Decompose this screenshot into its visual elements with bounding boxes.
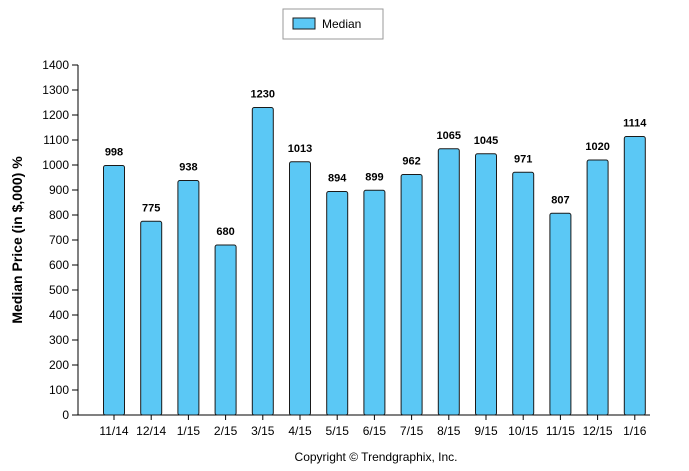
data-label: 962 <box>402 156 420 168</box>
y-tick-label: 100 <box>49 383 69 397</box>
x-tick-label: 1/16 <box>623 424 647 438</box>
data-label: 899 <box>365 171 383 183</box>
copyright-text: Copyright © Trendgraphix, Inc. <box>295 450 458 464</box>
y-tick-label: 1100 <box>43 133 69 147</box>
bar-4-15 <box>289 161 311 416</box>
y-tick-label: 400 <box>49 308 69 322</box>
x-tick-label: 12/15 <box>583 424 613 438</box>
data-label: 894 <box>328 173 347 185</box>
data-label: 1114 <box>623 118 647 130</box>
bar-12-15 <box>586 159 609 416</box>
data-label: 775 <box>142 202 160 214</box>
bar-9-15 <box>475 153 497 416</box>
bar-5-15 <box>326 191 349 416</box>
legend-label-median: Median <box>322 17 361 31</box>
bar-7-15 <box>400 174 423 416</box>
y-tick-label: 800 <box>49 208 69 222</box>
y-tick-label: 1400 <box>42 58 69 72</box>
legend: Median <box>282 8 384 40</box>
bar-11-14 <box>103 165 125 416</box>
data-label: 1230 <box>251 89 275 101</box>
bar-6-15 <box>363 189 386 416</box>
bar-10-15 <box>512 171 535 416</box>
bar-2-15 <box>214 244 237 416</box>
y-tick-label: 900 <box>49 183 69 197</box>
bar-1-15 <box>177 180 200 416</box>
data-label: 1065 <box>437 130 461 142</box>
bar-11-15 <box>549 212 572 416</box>
data-label: 1013 <box>288 143 312 155</box>
x-tick-label: 12/14 <box>136 424 166 438</box>
x-tick-label: 10/15 <box>508 424 538 438</box>
data-label: 998 <box>105 147 123 159</box>
y-tick-label: 600 <box>49 258 69 272</box>
x-tick-label: 4/15 <box>288 424 312 438</box>
y-tick-label: 700 <box>49 233 69 247</box>
y-tick-label: 1300 <box>42 83 69 97</box>
x-tick-label: 6/15 <box>363 424 387 438</box>
data-label: 807 <box>551 194 569 206</box>
x-tick-label: 3/15 <box>251 424 275 438</box>
bar-8-15 <box>437 148 460 416</box>
bar-3-15 <box>251 107 274 416</box>
x-ticks: 11/14 12/14 1/15 2/15 3/15 4/15 5/15 6/15 7/15 8/… <box>99 415 647 438</box>
x-tick-label: 5/15 <box>326 424 350 438</box>
bar-1-16 <box>623 136 646 416</box>
x-tick-label: 9/15 <box>474 424 498 438</box>
y-tick-label: 0 <box>62 408 69 422</box>
y-tick-label: 1200 <box>42 108 69 122</box>
x-tick-label: 11/14 <box>99 424 128 438</box>
y-tick-label: 1000 <box>42 158 69 172</box>
x-tick-label: 8/15 <box>437 424 461 438</box>
bar-12-14 <box>140 220 163 416</box>
data-label: 1045 <box>474 135 498 147</box>
y-tick-label: 500 <box>49 283 69 297</box>
data-label: 1020 <box>585 141 609 153</box>
x-tick-label: 1/15 <box>177 424 201 438</box>
x-tick-label: 2/15 <box>214 424 238 438</box>
y-axis-title: Median Price (in $,000) % <box>9 156 25 324</box>
data-label: 938 <box>179 162 197 174</box>
x-tick-label: 11/15 <box>546 424 575 438</box>
y-ticks: 0 100 200 300 400 500 600 700 800 900 1000 1100 1200… <box>42 58 78 422</box>
x-tick-label: 7/15 <box>400 424 424 438</box>
y-tick-label: 200 <box>49 358 69 372</box>
y-tick-label: 300 <box>49 333 69 347</box>
data-label: 680 <box>216 226 234 238</box>
legend-swatch <box>292 17 316 30</box>
bars: 998 775 938 680 1230 1013 894 899 962 1065 1045 971… <box>103 89 647 416</box>
data-label: 971 <box>514 153 532 165</box>
